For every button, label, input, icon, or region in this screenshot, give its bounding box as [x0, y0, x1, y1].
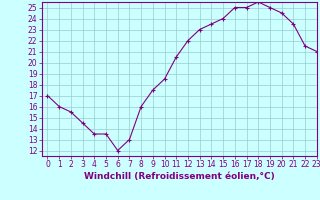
X-axis label: Windchill (Refroidissement éolien,°C): Windchill (Refroidissement éolien,°C)	[84, 172, 275, 181]
